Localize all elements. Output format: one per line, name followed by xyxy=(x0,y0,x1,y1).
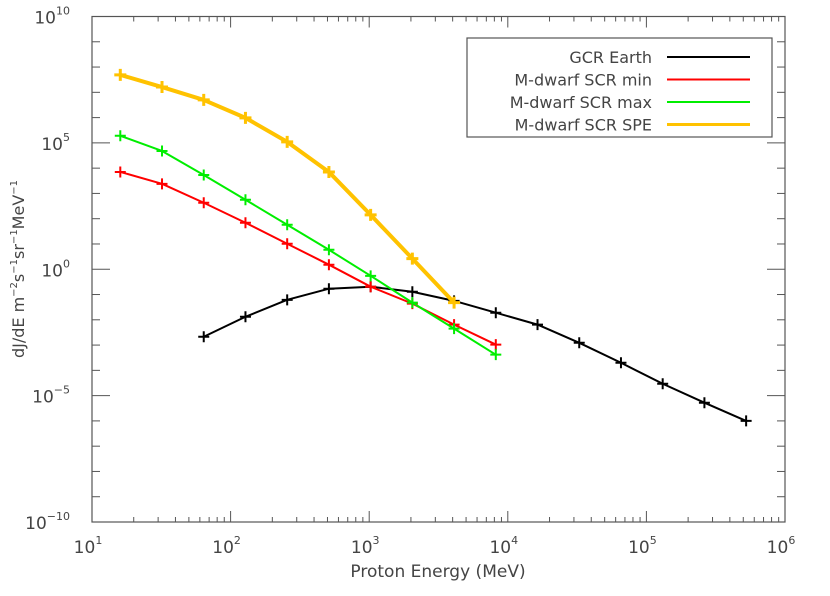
plot-frame xyxy=(91,15,786,523)
plus-marker xyxy=(281,135,294,148)
legend-label: GCR Earth xyxy=(569,48,652,67)
plus-marker xyxy=(657,378,669,390)
legend-label: M-dwarf SCR max xyxy=(510,93,652,112)
plus-marker xyxy=(698,397,710,409)
x-tick-label: 102 xyxy=(212,534,241,558)
plus-marker xyxy=(198,169,210,181)
axis-ticks xyxy=(92,16,785,522)
plus-marker xyxy=(490,307,502,319)
legend: GCR Earth M-dwarf SCR min M-dwarf SCR max M… xyxy=(466,37,773,138)
plus-marker xyxy=(323,244,335,256)
plus-marker xyxy=(365,270,377,282)
series-line xyxy=(203,285,747,422)
plus-marker xyxy=(156,81,169,94)
plus-marker xyxy=(198,197,210,209)
plus-marker xyxy=(406,252,419,265)
plus-marker xyxy=(573,337,585,349)
y-tick-label: 10−10 xyxy=(25,510,70,534)
series-line xyxy=(119,72,456,304)
plus-marker xyxy=(490,349,502,361)
plus-marker xyxy=(448,323,460,335)
y-tick-label: 1010 xyxy=(34,5,70,29)
plus-marker xyxy=(365,281,377,293)
plus-marker xyxy=(114,166,126,178)
plus-marker xyxy=(281,294,293,306)
legend-label: M-dwarf SCR min xyxy=(514,71,652,90)
plus-marker xyxy=(281,219,293,231)
series-gcr-earth xyxy=(198,281,752,427)
series-line xyxy=(119,134,497,356)
y-axis-label: dJ/dE m−2s−1sr−1MeV−1 xyxy=(9,180,28,358)
plus-marker xyxy=(490,339,502,351)
y-tick-label: 10−5 xyxy=(32,384,70,408)
y-tick-label: 100 xyxy=(41,257,70,281)
plus-marker xyxy=(239,111,252,124)
plus-marker xyxy=(114,130,126,142)
series-m-dwarf-scr-spe xyxy=(114,68,461,309)
plus-marker xyxy=(239,217,251,229)
x-tick-label: 105 xyxy=(628,534,657,558)
plus-marker xyxy=(239,194,251,206)
plus-marker xyxy=(364,208,377,221)
plus-marker xyxy=(323,283,335,295)
plus-marker xyxy=(406,297,418,309)
x-tick-label: 101 xyxy=(74,534,103,558)
x-tick-label: 106 xyxy=(767,534,796,558)
plus-marker xyxy=(532,319,544,331)
data-series xyxy=(114,68,752,427)
plus-marker xyxy=(197,93,210,106)
plus-marker xyxy=(239,311,251,323)
plus-marker xyxy=(323,259,335,271)
plus-marker xyxy=(198,331,210,343)
plus-marker xyxy=(114,68,127,81)
x-tick-label: 104 xyxy=(489,534,518,558)
plus-marker xyxy=(156,178,168,190)
legend-label: M-dwarf SCR SPE xyxy=(515,116,652,135)
plus-marker xyxy=(615,357,627,369)
plus-marker xyxy=(740,415,752,427)
plus-marker xyxy=(281,238,293,250)
plus-marker xyxy=(156,145,168,157)
plus-marker xyxy=(448,296,461,309)
x-axis-label: Proton Energy (MeV) xyxy=(350,562,525,582)
plus-marker xyxy=(322,165,335,178)
y-tick-label: 105 xyxy=(41,131,70,155)
series-m-dwarf-scr-max xyxy=(114,130,502,361)
x-tick-label: 103 xyxy=(351,534,380,558)
legend-box xyxy=(466,37,773,138)
plus-marker xyxy=(406,286,418,298)
series-line xyxy=(120,170,497,346)
